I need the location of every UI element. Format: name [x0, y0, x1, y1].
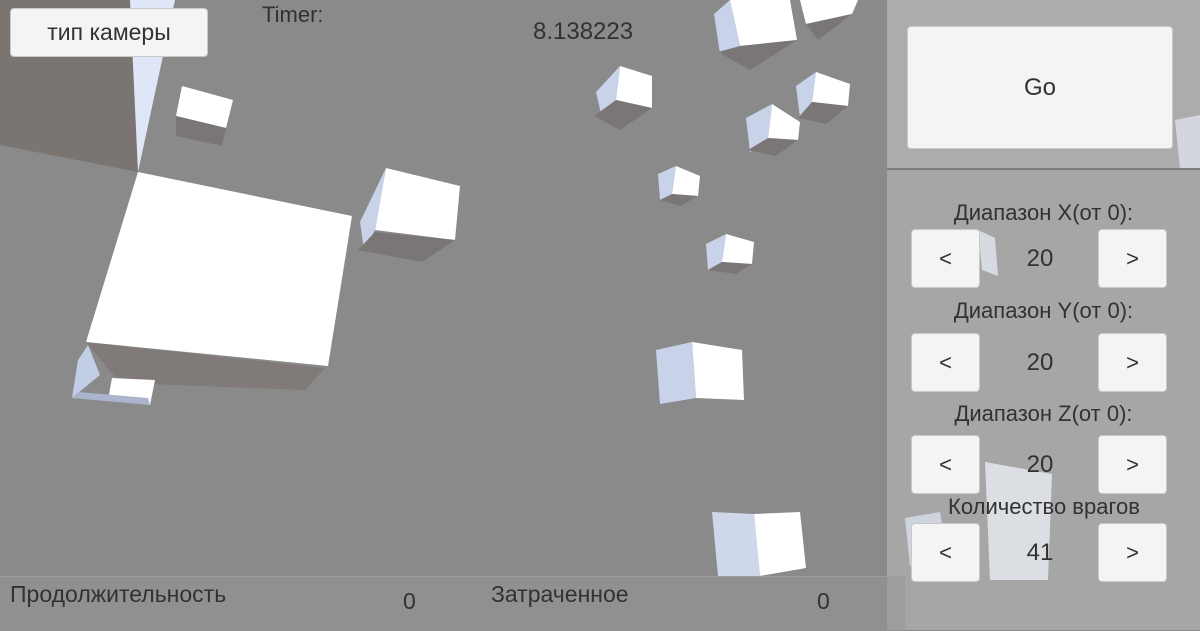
range-z-value: 20 — [1026, 451, 1054, 478]
spent-label: Затраченное — [491, 581, 629, 607]
timer-value: 8.138223 — [533, 18, 634, 45]
cube-enemy — [706, 234, 754, 274]
range-z-increase-button[interactable]: > — [1098, 435, 1167, 494]
range-y-increase-button[interactable]: > — [1098, 333, 1167, 392]
range-y-label: Диапазон Y(от 0): — [953, 298, 1134, 323]
range-x-value: 20 — [1026, 245, 1054, 272]
cube-enemy — [656, 342, 744, 404]
spent-value: 0 — [817, 588, 830, 614]
duration-value: 0 — [403, 588, 416, 614]
cube-enemy — [714, 0, 797, 70]
timer-label: Timer: — [262, 2, 324, 27]
cube-enemy — [594, 66, 652, 130]
cube-enemy — [712, 512, 806, 576]
duration-label: Продолжительность — [10, 581, 227, 607]
enemy-count-increase-button[interactable]: > — [1098, 523, 1167, 582]
camera-type-button[interactable]: тип камеры — [10, 8, 208, 57]
stats-bar — [0, 576, 905, 631]
range-y-value: 20 — [1026, 349, 1054, 376]
range-x-decrease-button[interactable]: < — [911, 229, 980, 288]
range-x-increase-button[interactable]: > — [1098, 229, 1167, 288]
cube-enemy — [658, 166, 700, 206]
go-button[interactable]: Go — [907, 26, 1173, 149]
cube-enemy — [796, 0, 858, 40]
range-z-label: Диапазон Z(от 0): — [954, 401, 1133, 426]
cube-enemy — [796, 72, 850, 124]
cube-enemy — [358, 168, 460, 262]
range-x-label: Диапазон X(от 0): — [953, 200, 1134, 225]
range-y-decrease-button[interactable]: < — [911, 333, 980, 392]
enemy-count-decrease-button[interactable]: < — [911, 523, 980, 582]
enemy-count-value: 41 — [1026, 539, 1054, 566]
cube-enemy — [72, 172, 352, 405]
cube-enemy — [176, 86, 233, 146]
enemy-count-label: Количество врагов — [948, 494, 1140, 519]
range-z-decrease-button[interactable]: < — [911, 435, 980, 494]
cube-enemy — [746, 104, 800, 156]
